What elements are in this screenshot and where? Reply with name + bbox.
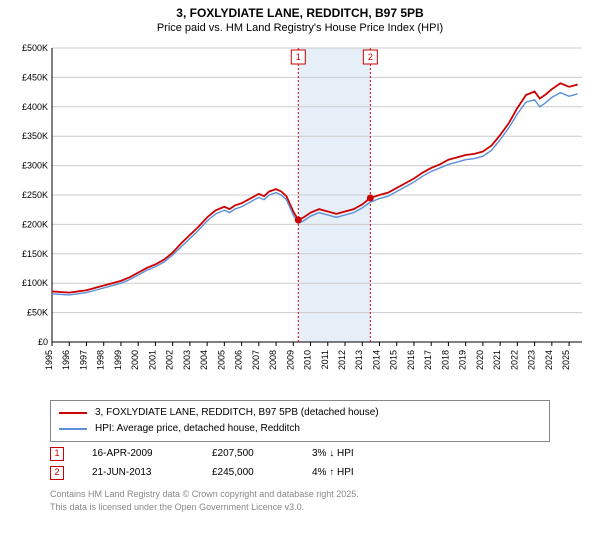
- svg-text:2009: 2009: [285, 350, 295, 370]
- svg-text:2005: 2005: [216, 350, 226, 370]
- svg-text:2004: 2004: [199, 350, 209, 370]
- svg-text:1995: 1995: [44, 350, 54, 370]
- svg-text:2011: 2011: [320, 350, 330, 369]
- svg-text:2002: 2002: [165, 350, 175, 370]
- svg-text:£450K: £450K: [22, 72, 48, 82]
- svg-text:£100K: £100K: [22, 278, 48, 288]
- svg-text:1999: 1999: [113, 350, 123, 370]
- svg-text:2008: 2008: [268, 350, 278, 370]
- legend-swatch: [59, 412, 87, 414]
- marker-diff: 4% ↑ HPI: [312, 463, 432, 482]
- svg-text:2015: 2015: [389, 350, 399, 370]
- chart-area: £0 £50K £100K £150K £200K £250K £300K £350K £400…: [10, 42, 590, 392]
- svg-text:£300K: £300K: [22, 161, 48, 171]
- svg-text:2019: 2019: [458, 350, 468, 370]
- svg-text:2024: 2024: [544, 350, 554, 370]
- legend-label: 3, FOXLYDIATE LANE, REDDITCH, B97 5PB (d…: [95, 405, 379, 421]
- svg-text:1: 1: [296, 52, 301, 62]
- marker-date: 21-JUN-2013: [92, 463, 212, 482]
- marker-price: £245,000: [212, 463, 312, 482]
- svg-text:£50K: £50K: [27, 308, 48, 318]
- marker-table: 1 16-APR-2009 £207,500 3% ↓ HPI 2 21-JUN…: [50, 444, 432, 482]
- chart-subtitle: Price paid vs. HM Land Registry's House …: [0, 22, 600, 38]
- marker-row: 1 16-APR-2009 £207,500 3% ↓ HPI: [50, 444, 432, 463]
- svg-text:£400K: £400K: [22, 102, 48, 112]
- svg-text:2001: 2001: [147, 350, 157, 370]
- marker-tag-icon: 2: [50, 466, 64, 480]
- svg-text:2007: 2007: [251, 350, 261, 370]
- legend-item: HPI: Average price, detached house, Redd…: [59, 421, 541, 437]
- attribution: Contains HM Land Registry data © Crown c…: [50, 488, 359, 513]
- svg-text:2022: 2022: [509, 350, 519, 370]
- svg-text:£350K: £350K: [22, 131, 48, 141]
- legend-swatch: [59, 428, 87, 430]
- svg-text:£0: £0: [38, 337, 48, 347]
- svg-text:2016: 2016: [406, 350, 416, 370]
- attribution-line: Contains HM Land Registry data © Crown c…: [50, 488, 359, 501]
- svg-text:1997: 1997: [78, 350, 88, 370]
- svg-text:2025: 2025: [561, 350, 571, 370]
- svg-text:2000: 2000: [130, 350, 140, 370]
- marker-row: 2 21-JUN-2013 £245,000 4% ↑ HPI: [50, 463, 432, 482]
- svg-text:2010: 2010: [303, 350, 313, 370]
- marker-price: £207,500: [212, 444, 312, 463]
- svg-text:2013: 2013: [354, 350, 364, 370]
- chart-svg: £0 £50K £100K £150K £200K £250K £300K £350K £400…: [10, 42, 590, 392]
- svg-text:2023: 2023: [527, 350, 537, 370]
- svg-text:1998: 1998: [96, 350, 106, 370]
- svg-text:2020: 2020: [475, 350, 485, 370]
- attribution-line: This data is licensed under the Open Gov…: [50, 501, 359, 514]
- svg-text:2014: 2014: [371, 350, 381, 370]
- svg-text:2: 2: [368, 52, 373, 62]
- svg-text:2012: 2012: [337, 350, 347, 370]
- chart-title: 3, FOXLYDIATE LANE, REDDITCH, B97 5PB: [0, 0, 600, 22]
- legend-box: 3, FOXLYDIATE LANE, REDDITCH, B97 5PB (d…: [50, 400, 550, 442]
- legend-label: HPI: Average price, detached house, Redd…: [95, 421, 300, 437]
- svg-text:2018: 2018: [440, 350, 450, 370]
- marker-date: 16-APR-2009: [92, 444, 212, 463]
- svg-text:£250K: £250K: [22, 190, 48, 200]
- svg-text:2021: 2021: [492, 350, 502, 370]
- marker-diff: 3% ↓ HPI: [312, 444, 432, 463]
- marker-tag-icon: 1: [50, 447, 64, 461]
- svg-text:2017: 2017: [423, 350, 433, 370]
- svg-text:£500K: £500K: [22, 43, 48, 53]
- svg-text:1996: 1996: [61, 350, 71, 370]
- legend-item: 3, FOXLYDIATE LANE, REDDITCH, B97 5PB (d…: [59, 405, 541, 421]
- svg-text:£150K: £150K: [22, 249, 48, 259]
- svg-text:£200K: £200K: [22, 219, 48, 229]
- svg-text:2006: 2006: [234, 350, 244, 370]
- svg-text:2003: 2003: [182, 350, 192, 370]
